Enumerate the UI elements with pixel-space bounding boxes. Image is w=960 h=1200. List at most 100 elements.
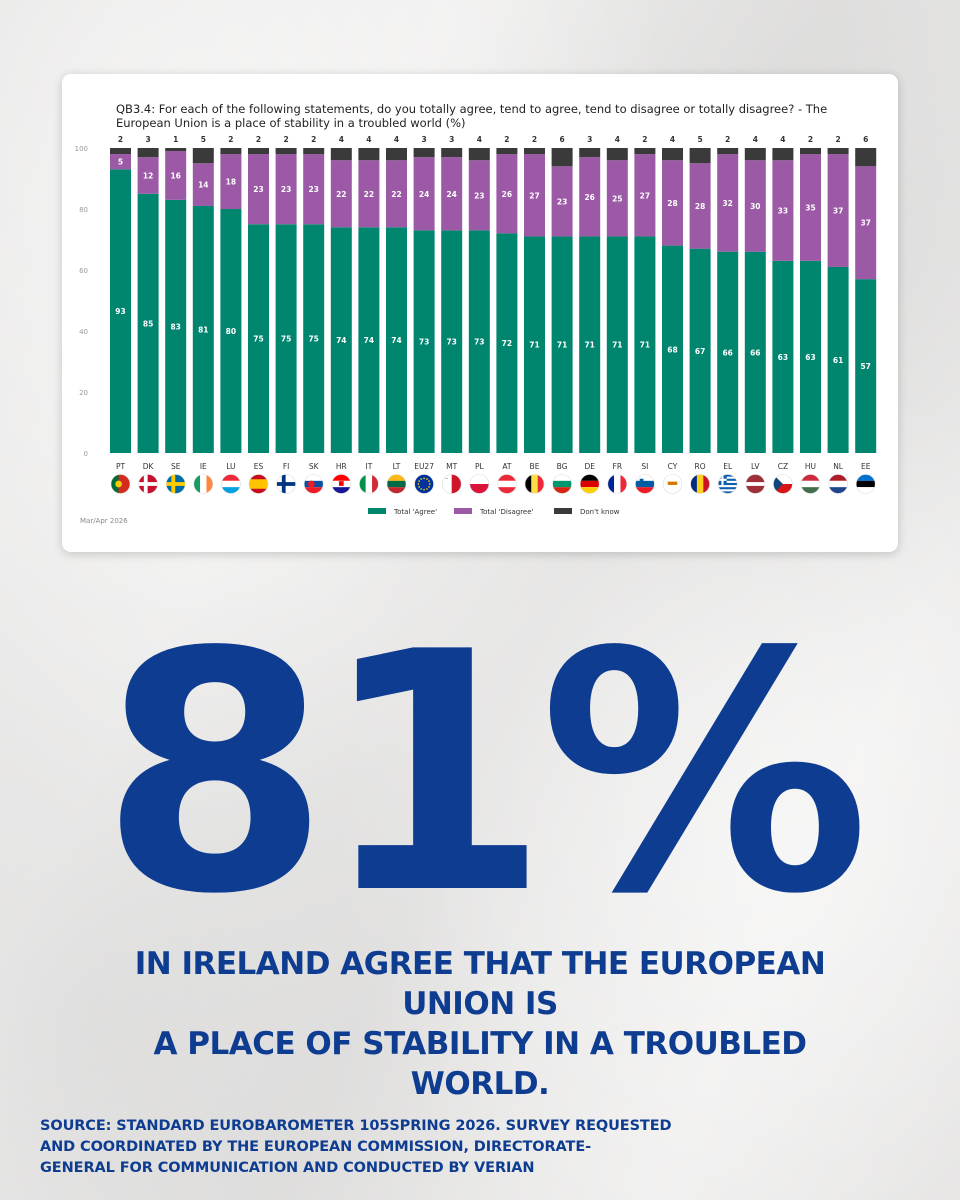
bar-dont-know bbox=[110, 148, 131, 155]
category-label: LT bbox=[393, 462, 401, 471]
bar-disagree bbox=[744, 160, 766, 252]
hungary-flag bbox=[800, 474, 821, 494]
bar-agree bbox=[744, 251, 766, 453]
legend-swatch bbox=[554, 508, 572, 514]
bar-agree-label: 73 bbox=[474, 338, 484, 347]
bar-agree bbox=[496, 233, 518, 453]
bar-agree-label: 75 bbox=[281, 335, 291, 344]
legend-swatch bbox=[368, 508, 386, 514]
bar-agree bbox=[524, 236, 545, 453]
bar-dont-know-label: 5 bbox=[201, 135, 206, 144]
malta-flag bbox=[441, 474, 462, 494]
bar-agree bbox=[468, 230, 490, 453]
bar-disagree-label: 23 bbox=[557, 197, 567, 206]
bar-dont-know bbox=[800, 148, 821, 155]
category-label: LV bbox=[751, 462, 760, 471]
bar-disagree bbox=[772, 160, 794, 261]
category-label: EL bbox=[723, 462, 733, 471]
bar-agree bbox=[220, 209, 242, 453]
bar-dont-know-label: 3 bbox=[145, 135, 150, 144]
bar-disagree-label: 24 bbox=[446, 190, 456, 199]
bar-disagree-label: 22 bbox=[364, 190, 374, 199]
bar-agree-label: 71 bbox=[612, 341, 622, 350]
bar-dont-know-label: 2 bbox=[642, 135, 647, 144]
bulgaria-flag bbox=[552, 474, 572, 494]
category-label: PT bbox=[116, 462, 126, 471]
germany-flag bbox=[579, 474, 600, 494]
croatia-flag bbox=[331, 474, 352, 494]
bar-dont-know bbox=[220, 148, 242, 155]
bar-dont-know-label: 4 bbox=[339, 135, 344, 144]
y-tick-label: 40 bbox=[79, 328, 88, 336]
category-label: HU bbox=[805, 462, 816, 471]
bar-dont-know bbox=[165, 148, 187, 152]
category-label: NL bbox=[833, 462, 844, 471]
bar-dont-know bbox=[496, 148, 518, 155]
bar-dont-know bbox=[413, 148, 435, 158]
bar-agree-label: 71 bbox=[584, 341, 594, 350]
bar-agree bbox=[689, 248, 711, 453]
luxembourg-flag bbox=[221, 474, 241, 494]
bar-dont-know bbox=[303, 148, 325, 155]
bar-dont-know-label: 2 bbox=[256, 135, 261, 144]
bar-agree-label: 83 bbox=[170, 322, 180, 331]
slovenia-flag bbox=[635, 474, 655, 494]
bar-agree-label: 57 bbox=[860, 362, 870, 371]
y-tick-label: 0 bbox=[84, 450, 88, 458]
bar-agree-label: 71 bbox=[557, 341, 567, 350]
bar-dont-know bbox=[772, 148, 794, 161]
headline-line-2: A PLACE OF STABILITY IN A TROUBLED WORLD… bbox=[153, 1026, 807, 1102]
lithuania-flag bbox=[386, 474, 407, 494]
source-line-2: AND COORDINATED BY THE EUROPEAN COMMISSI… bbox=[40, 1139, 592, 1155]
category-label: DK bbox=[143, 462, 155, 471]
bar-dont-know bbox=[634, 148, 656, 155]
bar-agree-label: 66 bbox=[722, 348, 732, 357]
bar-disagree bbox=[551, 166, 573, 237]
category-label: PL bbox=[475, 462, 485, 471]
bar-disagree-label: 35 bbox=[805, 203, 815, 212]
chart-footnote: Mar/Apr 2026 bbox=[80, 517, 128, 525]
bar-agree bbox=[248, 224, 269, 453]
bar-disagree bbox=[192, 163, 214, 206]
category-label: DE bbox=[584, 462, 595, 471]
bar-dont-know bbox=[551, 148, 573, 167]
bar-dont-know bbox=[192, 148, 214, 164]
bar-agree-label: 61 bbox=[833, 356, 843, 365]
category-label: EE bbox=[861, 462, 871, 471]
category-label: CZ bbox=[778, 462, 788, 471]
bar-dont-know bbox=[358, 148, 380, 161]
bar-disagree bbox=[524, 154, 545, 237]
headline-percentage: 81% bbox=[100, 582, 870, 966]
source-line-3: GENERAL FOR COMMUNICATION AND CONDUCTED … bbox=[40, 1160, 535, 1176]
bar-agree bbox=[551, 236, 573, 453]
bar-dont-know-label: 2 bbox=[504, 135, 509, 144]
y-tick-label: 80 bbox=[79, 206, 88, 214]
bar-disagree bbox=[275, 154, 297, 225]
bar-dont-know bbox=[248, 148, 269, 155]
bar-disagree-label: 18 bbox=[226, 178, 236, 187]
category-label: AT bbox=[502, 462, 512, 471]
category-label: IE bbox=[200, 462, 207, 471]
bar-dont-know-label: 4 bbox=[780, 135, 785, 144]
bar-dont-know-label: 2 bbox=[283, 135, 288, 144]
bar-dont-know bbox=[137, 148, 159, 158]
estonia-flag bbox=[855, 474, 876, 494]
bar-agree-label: 93 bbox=[115, 307, 125, 316]
bar-dont-know bbox=[662, 148, 683, 161]
bar-agree bbox=[717, 251, 739, 453]
bar-agree-label: 72 bbox=[502, 339, 512, 348]
bar-dont-know-label: 2 bbox=[311, 135, 316, 144]
bar-disagree bbox=[441, 157, 463, 231]
bar-dont-know bbox=[468, 148, 490, 161]
bar-agree bbox=[800, 260, 821, 453]
bar-agree-label: 63 bbox=[778, 353, 788, 362]
bar-dont-know bbox=[524, 148, 545, 155]
bar-dont-know-label: 2 bbox=[835, 135, 840, 144]
romania-flag bbox=[690, 474, 710, 494]
bar-dont-know bbox=[689, 148, 711, 164]
bar-agree bbox=[441, 230, 463, 453]
bar-dont-know-label: 2 bbox=[228, 135, 233, 144]
bar-agree-label: 75 bbox=[253, 335, 263, 344]
bar-disagree bbox=[800, 154, 821, 261]
bar-disagree-label: 23 bbox=[308, 185, 318, 194]
